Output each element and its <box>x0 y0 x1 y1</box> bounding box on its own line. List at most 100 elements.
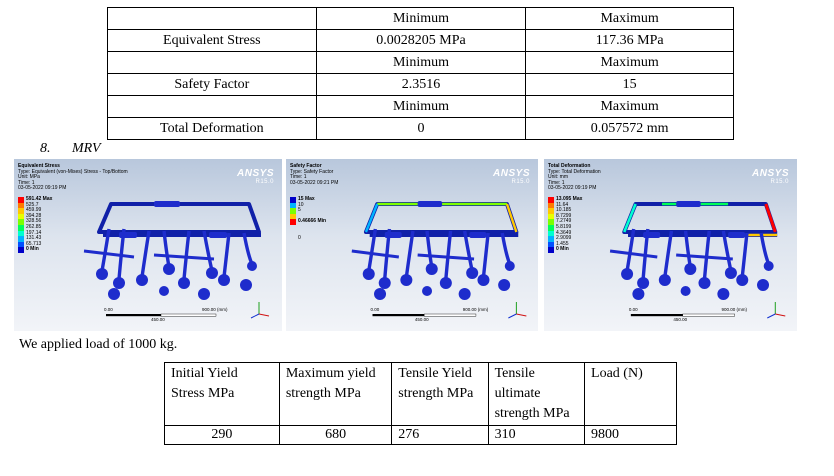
color-legend: 591.42 Max 525.7 459.99 394.28 328.56 262.85 1… <box>18 196 53 253</box>
result-header-info: Equivalent Stress Type: Equivalent (von-M… <box>18 163 128 192</box>
leg-sphere <box>247 261 257 271</box>
fea-model-render <box>351 201 527 319</box>
frame-block <box>728 232 746 238</box>
scale-left-label: 0.00 <box>628 307 638 312</box>
legend-swatch <box>548 213 554 220</box>
result-title: Total Deformation <box>548 163 591 169</box>
results-value-row: Total Deformation 0 0.057572 mm <box>107 117 734 140</box>
material-value-cell: 680 <box>278 425 393 445</box>
brand-version: R15.0 <box>770 179 789 185</box>
results-cell-max: 117.36 MPa <box>525 29 734 52</box>
leg-sphere <box>466 267 479 279</box>
axis-x <box>775 313 786 317</box>
legend-label: 2.9099 <box>556 235 572 242</box>
leg-sphere <box>378 277 391 289</box>
material-header-cell: Load (N) <box>584 362 677 426</box>
legend-swatch <box>18 197 24 203</box>
result-type-line: Type: Equivalent (von-Mises) Stress - To… <box>18 168 128 175</box>
axis-x <box>258 313 270 317</box>
section-number: 8. <box>40 141 51 156</box>
load-statement: We applied load of 1000 kg. <box>19 337 178 352</box>
color-legend: 13.095 Max 11.64 10.185 8.7299 7.2749 5.8199 4… <box>548 196 583 253</box>
color-legend: 15 Max 10 5 0.46666 Min 0 <box>290 196 326 242</box>
legend-swatch <box>18 230 24 237</box>
ansys-logo: ANSYS R15.0 <box>493 169 530 186</box>
leg-arm <box>100 228 111 272</box>
scale-bar-black <box>630 314 683 317</box>
frame-pipe <box>97 202 261 234</box>
legend-swatch <box>290 208 296 214</box>
results-cell-max: 0.057572 mm <box>525 117 734 140</box>
legend-swatch <box>548 230 554 237</box>
results-cell-label <box>107 95 317 118</box>
legend-swatch <box>18 208 24 214</box>
leg-sphere <box>698 277 711 289</box>
leg-arm <box>641 228 650 280</box>
leg-sphere <box>439 277 452 289</box>
legend-entry: 7.2749 <box>548 219 582 225</box>
legend-swatch <box>18 213 24 220</box>
leg-sphere <box>684 263 697 275</box>
legend-swatch <box>548 236 554 242</box>
legend-label: 0 Min <box>26 246 39 253</box>
frame-block <box>209 232 227 238</box>
brand-version: R15.0 <box>511 179 530 185</box>
leg-sphere <box>477 274 490 286</box>
results-cell-label <box>107 51 317 74</box>
leg-sphere <box>206 267 218 279</box>
leg-arm <box>481 232 490 278</box>
frame-highlight <box>764 203 777 233</box>
leg-sphere <box>218 274 230 286</box>
leg-sphere <box>763 261 774 271</box>
leg-sphere <box>96 268 108 280</box>
legend-swatch <box>290 213 296 220</box>
ansys-logo: ANSYS R15.0 <box>237 169 274 186</box>
legend-label: 131.43 <box>26 235 42 242</box>
total-deformation-screenshot: Total Deformation Type: Total Deformation… <box>544 159 797 331</box>
material-value-cell: 310 <box>487 425 586 445</box>
legend-entry: 10.185 <box>548 208 582 214</box>
result-time-line: Time: 1 <box>18 179 35 186</box>
legend-swatch <box>548 197 554 203</box>
frame-pipe <box>351 249 475 261</box>
scale-right-label: 900.00 (mm) <box>202 307 228 312</box>
leg-arm <box>444 230 453 280</box>
legend-label: 591.42 Max <box>26 196 53 202</box>
legend-label: 394.28 <box>26 212 42 219</box>
scale-mid-label: 450.00 <box>673 317 688 322</box>
scale-bar-white <box>682 313 735 317</box>
legend-label: 8.7299 <box>556 212 572 219</box>
results-cell-min: 2.3516 <box>315 73 527 96</box>
results-cell-max: 15 <box>525 73 734 96</box>
legend-entry: 131.43 <box>18 236 52 242</box>
legend-label: 15 Max <box>298 196 315 202</box>
legend-label: 7.2749 <box>556 218 572 225</box>
frame-block <box>154 201 180 207</box>
leg-sphere <box>374 288 387 300</box>
legend-entry: 525.7 <box>18 202 52 209</box>
legend-label: 13.095 Max <box>556 196 583 202</box>
leg-arm <box>117 228 126 280</box>
results-header-row: Minimum Maximum <box>107 51 734 74</box>
leg-arm <box>383 228 392 280</box>
material-value-cell: 290 <box>164 425 280 445</box>
leg-sphere <box>198 288 210 300</box>
results-cell-label: Equivalent Stress <box>107 29 317 52</box>
legend-entry: 394.28 <box>18 212 52 220</box>
legend-entry: 262.85 <box>18 223 52 231</box>
leg-sphere <box>680 286 691 296</box>
legend-entry: 11.64 <box>548 202 582 209</box>
results-value-row: Safety Factor 2.3516 15 <box>107 73 734 96</box>
frame-pipe <box>363 202 519 234</box>
legend-label: 65.713 <box>26 240 42 247</box>
frame-pipe <box>83 249 215 261</box>
frame-pipe <box>609 249 733 261</box>
frame-block <box>676 201 701 207</box>
leg-arm <box>663 230 674 278</box>
leg-arm <box>500 232 512 265</box>
leg-sphere <box>400 274 413 286</box>
legend-label: 0 <box>298 235 301 242</box>
legend-entry: 10 <box>290 202 326 209</box>
axis-x <box>516 313 527 317</box>
legend-label: 262.85 <box>26 223 42 230</box>
